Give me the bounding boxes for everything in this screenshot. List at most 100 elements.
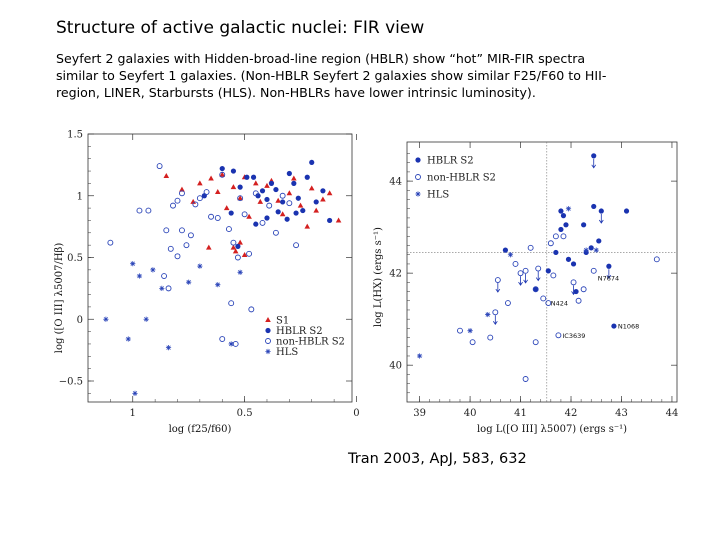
data-point (590, 267, 597, 274)
data-point (192, 201, 199, 208)
data-point (197, 180, 203, 186)
data-point (208, 213, 215, 220)
data-point (467, 328, 473, 334)
data-point (136, 207, 143, 214)
data-point (507, 252, 514, 258)
data-point (150, 267, 156, 273)
data-point (214, 215, 221, 221)
data-point (623, 208, 630, 214)
data-point (136, 273, 143, 279)
data-point (159, 285, 165, 291)
data-point (145, 207, 152, 214)
data-point (327, 217, 333, 224)
data-point (179, 227, 185, 234)
legend-label: HLS (427, 190, 449, 201)
data-point (560, 213, 567, 219)
data-point (570, 261, 577, 267)
y-tick-label: 0 (77, 315, 83, 326)
data-point (174, 253, 181, 260)
data-point (255, 193, 261, 199)
galaxy-annotation: N1068 (618, 323, 639, 331)
data-point (250, 174, 257, 180)
data-point (502, 247, 509, 253)
data-point (163, 227, 170, 234)
data-point (219, 171, 226, 178)
data-point (275, 197, 281, 203)
data-point (293, 242, 300, 249)
data-point (487, 334, 494, 341)
slide-body: Seyfert 2 galaxies with Hidden-broad-lin… (56, 50, 676, 101)
upper-limit-arrow (591, 158, 597, 169)
data-point (297, 202, 304, 208)
legend-label: non-HBLR S2 (427, 173, 496, 184)
x-tick-label: 1 (130, 408, 136, 419)
data-point (492, 309, 499, 316)
data-point (469, 339, 476, 346)
x-axis-label: log L([O III] λ5007) (ergs s⁻¹) (477, 424, 627, 435)
data-point (264, 196, 270, 203)
right-plot-frame (406, 141, 678, 403)
data-point (606, 263, 612, 269)
y-tick-label: 0.5 (67, 253, 83, 264)
data-point (552, 233, 559, 240)
data-point (219, 336, 226, 342)
data-point (545, 268, 551, 274)
data-point (286, 200, 293, 207)
data-point (237, 239, 243, 245)
data-point (197, 263, 203, 269)
data-point (273, 186, 279, 193)
upper-limit-arrow (598, 214, 604, 224)
series-hblr-s2 (502, 153, 630, 329)
data-point (165, 285, 172, 292)
data-point (230, 168, 237, 174)
data-point (237, 184, 243, 190)
y-axis-label: log L(HX) (ergs s⁻¹) (373, 227, 384, 327)
data-point (591, 203, 597, 210)
data-point (143, 316, 149, 322)
x-tick-label: 0.5 (237, 408, 253, 419)
y-tick-label: 44 (389, 177, 402, 188)
legend-label: HLS (276, 347, 298, 358)
data-point (196, 195, 203, 202)
upper-limit-arrows (492, 158, 612, 325)
data-point (291, 175, 297, 181)
data-point (532, 286, 539, 293)
legend-marker (265, 348, 271, 355)
data-point (272, 229, 279, 236)
data-point (320, 188, 326, 194)
data-point (219, 171, 226, 177)
data-point (237, 195, 244, 202)
right-chart: 39 40 41 42 43 44 40 42 44 log L([O III] λ5007) (… (373, 141, 678, 435)
data-point (293, 210, 299, 216)
y-tick-label: 42 (389, 269, 402, 280)
legend-marker (265, 317, 271, 322)
data-point (485, 311, 491, 318)
data-point (215, 282, 221, 288)
upper-limit-arrow (495, 283, 501, 293)
upper-limit-arrow (523, 273, 528, 284)
data-point (300, 207, 306, 214)
data-point (286, 170, 292, 177)
series-s1 (163, 171, 342, 258)
data-point (190, 198, 196, 204)
y-tick-label: 40 (389, 361, 402, 372)
data-point (583, 247, 589, 253)
data-point (517, 270, 524, 277)
data-point (183, 242, 190, 249)
data-point (225, 226, 232, 233)
data-point (320, 196, 326, 202)
data-point (203, 189, 210, 195)
data-point (308, 185, 315, 191)
data-point (228, 341, 234, 347)
data-point (232, 341, 239, 347)
data-point (257, 198, 264, 204)
data-point (560, 233, 567, 240)
data-point (237, 269, 243, 275)
data-point (244, 174, 250, 180)
data-point (596, 238, 602, 244)
legend-label: HBLR S2 (276, 326, 323, 337)
data-point (335, 217, 342, 223)
data-point (165, 345, 172, 351)
data-point (280, 199, 286, 205)
data-point (246, 213, 252, 219)
